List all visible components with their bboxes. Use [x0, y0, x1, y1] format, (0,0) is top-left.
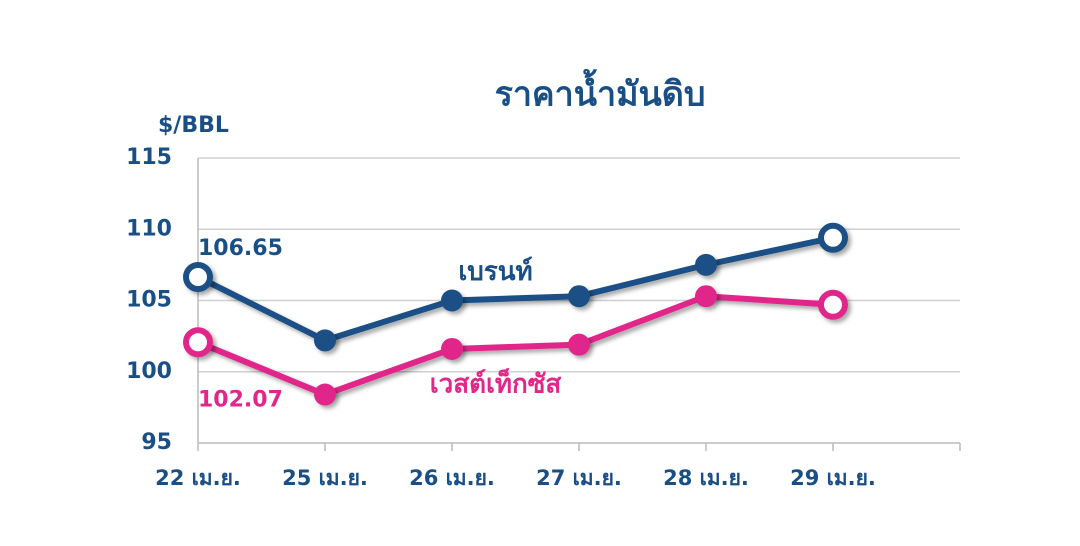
point [441, 337, 463, 360]
y-tick-label: 105 [126, 288, 172, 313]
x-tick-label: 22 เม.ย. [155, 466, 241, 490]
point [695, 253, 717, 276]
y-axis-label: $/BBL [158, 113, 229, 138]
point [695, 285, 717, 308]
point [183, 261, 213, 292]
point [314, 383, 336, 406]
x-tick-label: 28 เม.ย. [663, 466, 749, 490]
line [196, 234, 834, 344]
data-label: 102.07 [198, 387, 283, 412]
series-label: เวสต์เท็กซัส [430, 367, 562, 399]
point [818, 222, 848, 253]
y-tick-label: 110 [126, 216, 172, 241]
y-tick-label: 115 [126, 145, 172, 170]
x-tick-label: 26 เม.ย. [409, 466, 495, 490]
chart-title: ราคาน้ำมันดิบ [495, 69, 706, 115]
x-tick-label: 25 เม.ย. [282, 466, 368, 490]
point [568, 285, 590, 308]
data-label: 106.65 [198, 236, 283, 261]
x-tick-label: 29 เม.ย. [790, 466, 876, 490]
line [196, 293, 834, 398]
x-tick-label: 27 เม.ย. [536, 466, 622, 490]
y-tick-label: 95 [141, 430, 172, 455]
point [818, 289, 848, 320]
point [314, 329, 336, 352]
point [568, 333, 590, 356]
series-label: เบรนท์ [458, 256, 532, 287]
point [441, 289, 463, 312]
y-tick-label: 100 [126, 359, 172, 384]
point [183, 327, 213, 358]
